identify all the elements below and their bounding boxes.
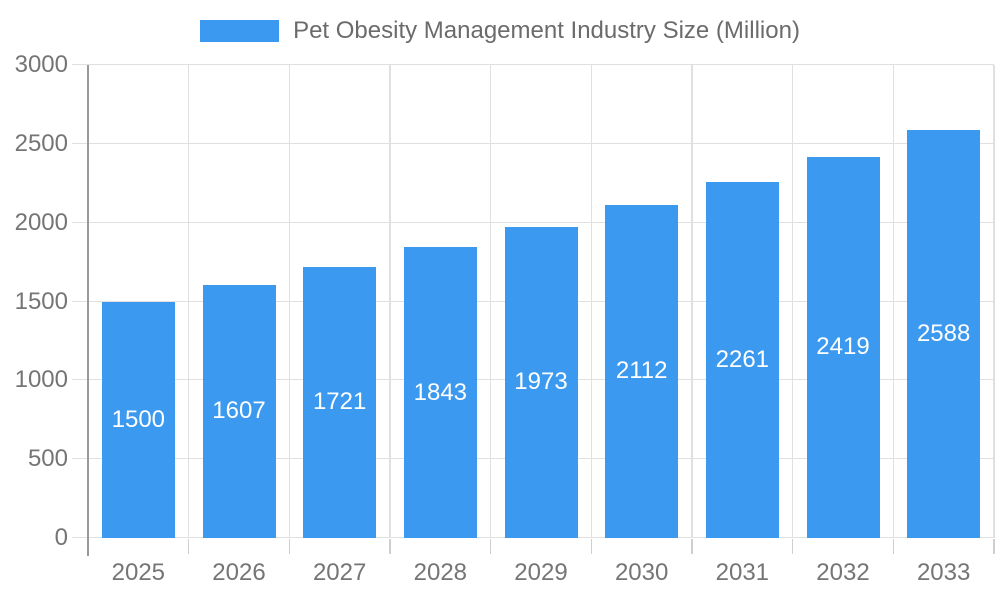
bar-value-label: 1973 — [514, 368, 568, 396]
bar-2026[interactable]: 1607 — [202, 284, 276, 538]
x-axis-tick — [892, 539, 895, 554]
gridline-vertical — [791, 65, 794, 538]
gridline-vertical — [389, 65, 391, 538]
bar-2032[interactable]: 2419 — [806, 156, 880, 538]
x-axis-tick — [187, 539, 190, 554]
bar-2030[interactable]: 2112 — [605, 205, 679, 538]
bar-value-label: 2112 — [615, 357, 668, 385]
bar-value-label: 2588 — [916, 319, 971, 347]
bar-value-label: 1607 — [212, 397, 266, 425]
gridline-horizontal — [88, 64, 994, 66]
legend-item[interactable]: Pet Obesity Management Industry Size (Mi… — [200, 18, 800, 44]
x-axis-tick — [288, 539, 291, 554]
x-axis-tick — [389, 539, 391, 554]
y-axis-tick-label: 1500 — [14, 288, 68, 315]
x-axis-tick — [489, 539, 492, 554]
bar-2027[interactable]: 1721 — [303, 266, 377, 538]
y-axis-tick — [72, 64, 88, 66]
x-axis-category-label: 2025 — [111, 559, 166, 586]
legend-label: Pet Obesity Management Industry Size (Mi… — [293, 17, 800, 44]
x-axis-category-label: 2033 — [916, 559, 971, 586]
y-axis-line — [87, 65, 89, 556]
y-axis-tick-label: 1000 — [14, 366, 68, 393]
bar-value-label: 2261 — [715, 345, 770, 373]
x-axis-category-label: 2026 — [212, 559, 266, 586]
x-axis-category-label: 2031 — [715, 559, 770, 586]
gridline-vertical — [892, 65, 895, 538]
bar-value-label: 1721 — [312, 388, 367, 416]
bar-2031[interactable]: 2261 — [705, 181, 779, 538]
bar-2028[interactable]: 1843 — [403, 247, 477, 538]
gridline-vertical — [489, 65, 492, 538]
x-axis-category-label: 2030 — [614, 559, 669, 586]
bar-value-label: 2419 — [816, 333, 870, 361]
bar-2033[interactable]: 2588 — [907, 129, 981, 538]
y-axis-tick-label: 0 — [54, 524, 68, 551]
gridline-vertical — [590, 65, 593, 538]
gridline-horizontal — [88, 222, 994, 224]
bar-value-label: 1500 — [111, 405, 166, 433]
bar-2025[interactable]: 1500 — [101, 301, 175, 538]
gridline-vertical — [288, 65, 291, 538]
y-axis-tick-label: 2500 — [14, 130, 68, 157]
y-axis-tick — [72, 143, 88, 145]
y-axis-tick — [72, 222, 88, 224]
x-axis-category-label: 2032 — [816, 559, 870, 586]
gridline-vertical — [691, 65, 693, 538]
x-axis-tick — [791, 539, 794, 554]
x-axis-category-label: 2029 — [514, 559, 568, 586]
gridline-vertical — [993, 65, 995, 538]
y-axis-tick-label: 500 — [27, 445, 68, 472]
legend-swatch-icon — [200, 20, 280, 42]
x-axis-tick — [590, 539, 593, 554]
legend: Pet Obesity Management Industry Size (Mi… — [0, 18, 1000, 44]
y-axis-tick-label: 2000 — [14, 209, 68, 236]
y-axis-tick-label: 3000 — [14, 51, 68, 78]
bar-value-label: 1843 — [413, 378, 468, 406]
y-axis-tick — [72, 458, 88, 460]
y-axis-tick — [72, 537, 88, 539]
x-axis-tick — [993, 539, 995, 554]
x-axis-tick — [691, 539, 693, 554]
x-axis-category-label: 2028 — [413, 559, 468, 586]
gridline-vertical — [187, 65, 190, 538]
y-axis-tick — [72, 379, 88, 381]
bar-2029[interactable]: 1973 — [504, 226, 578, 538]
gridline-horizontal — [88, 143, 994, 145]
y-axis-tick — [72, 301, 88, 303]
x-axis-category-label: 2027 — [312, 559, 367, 586]
